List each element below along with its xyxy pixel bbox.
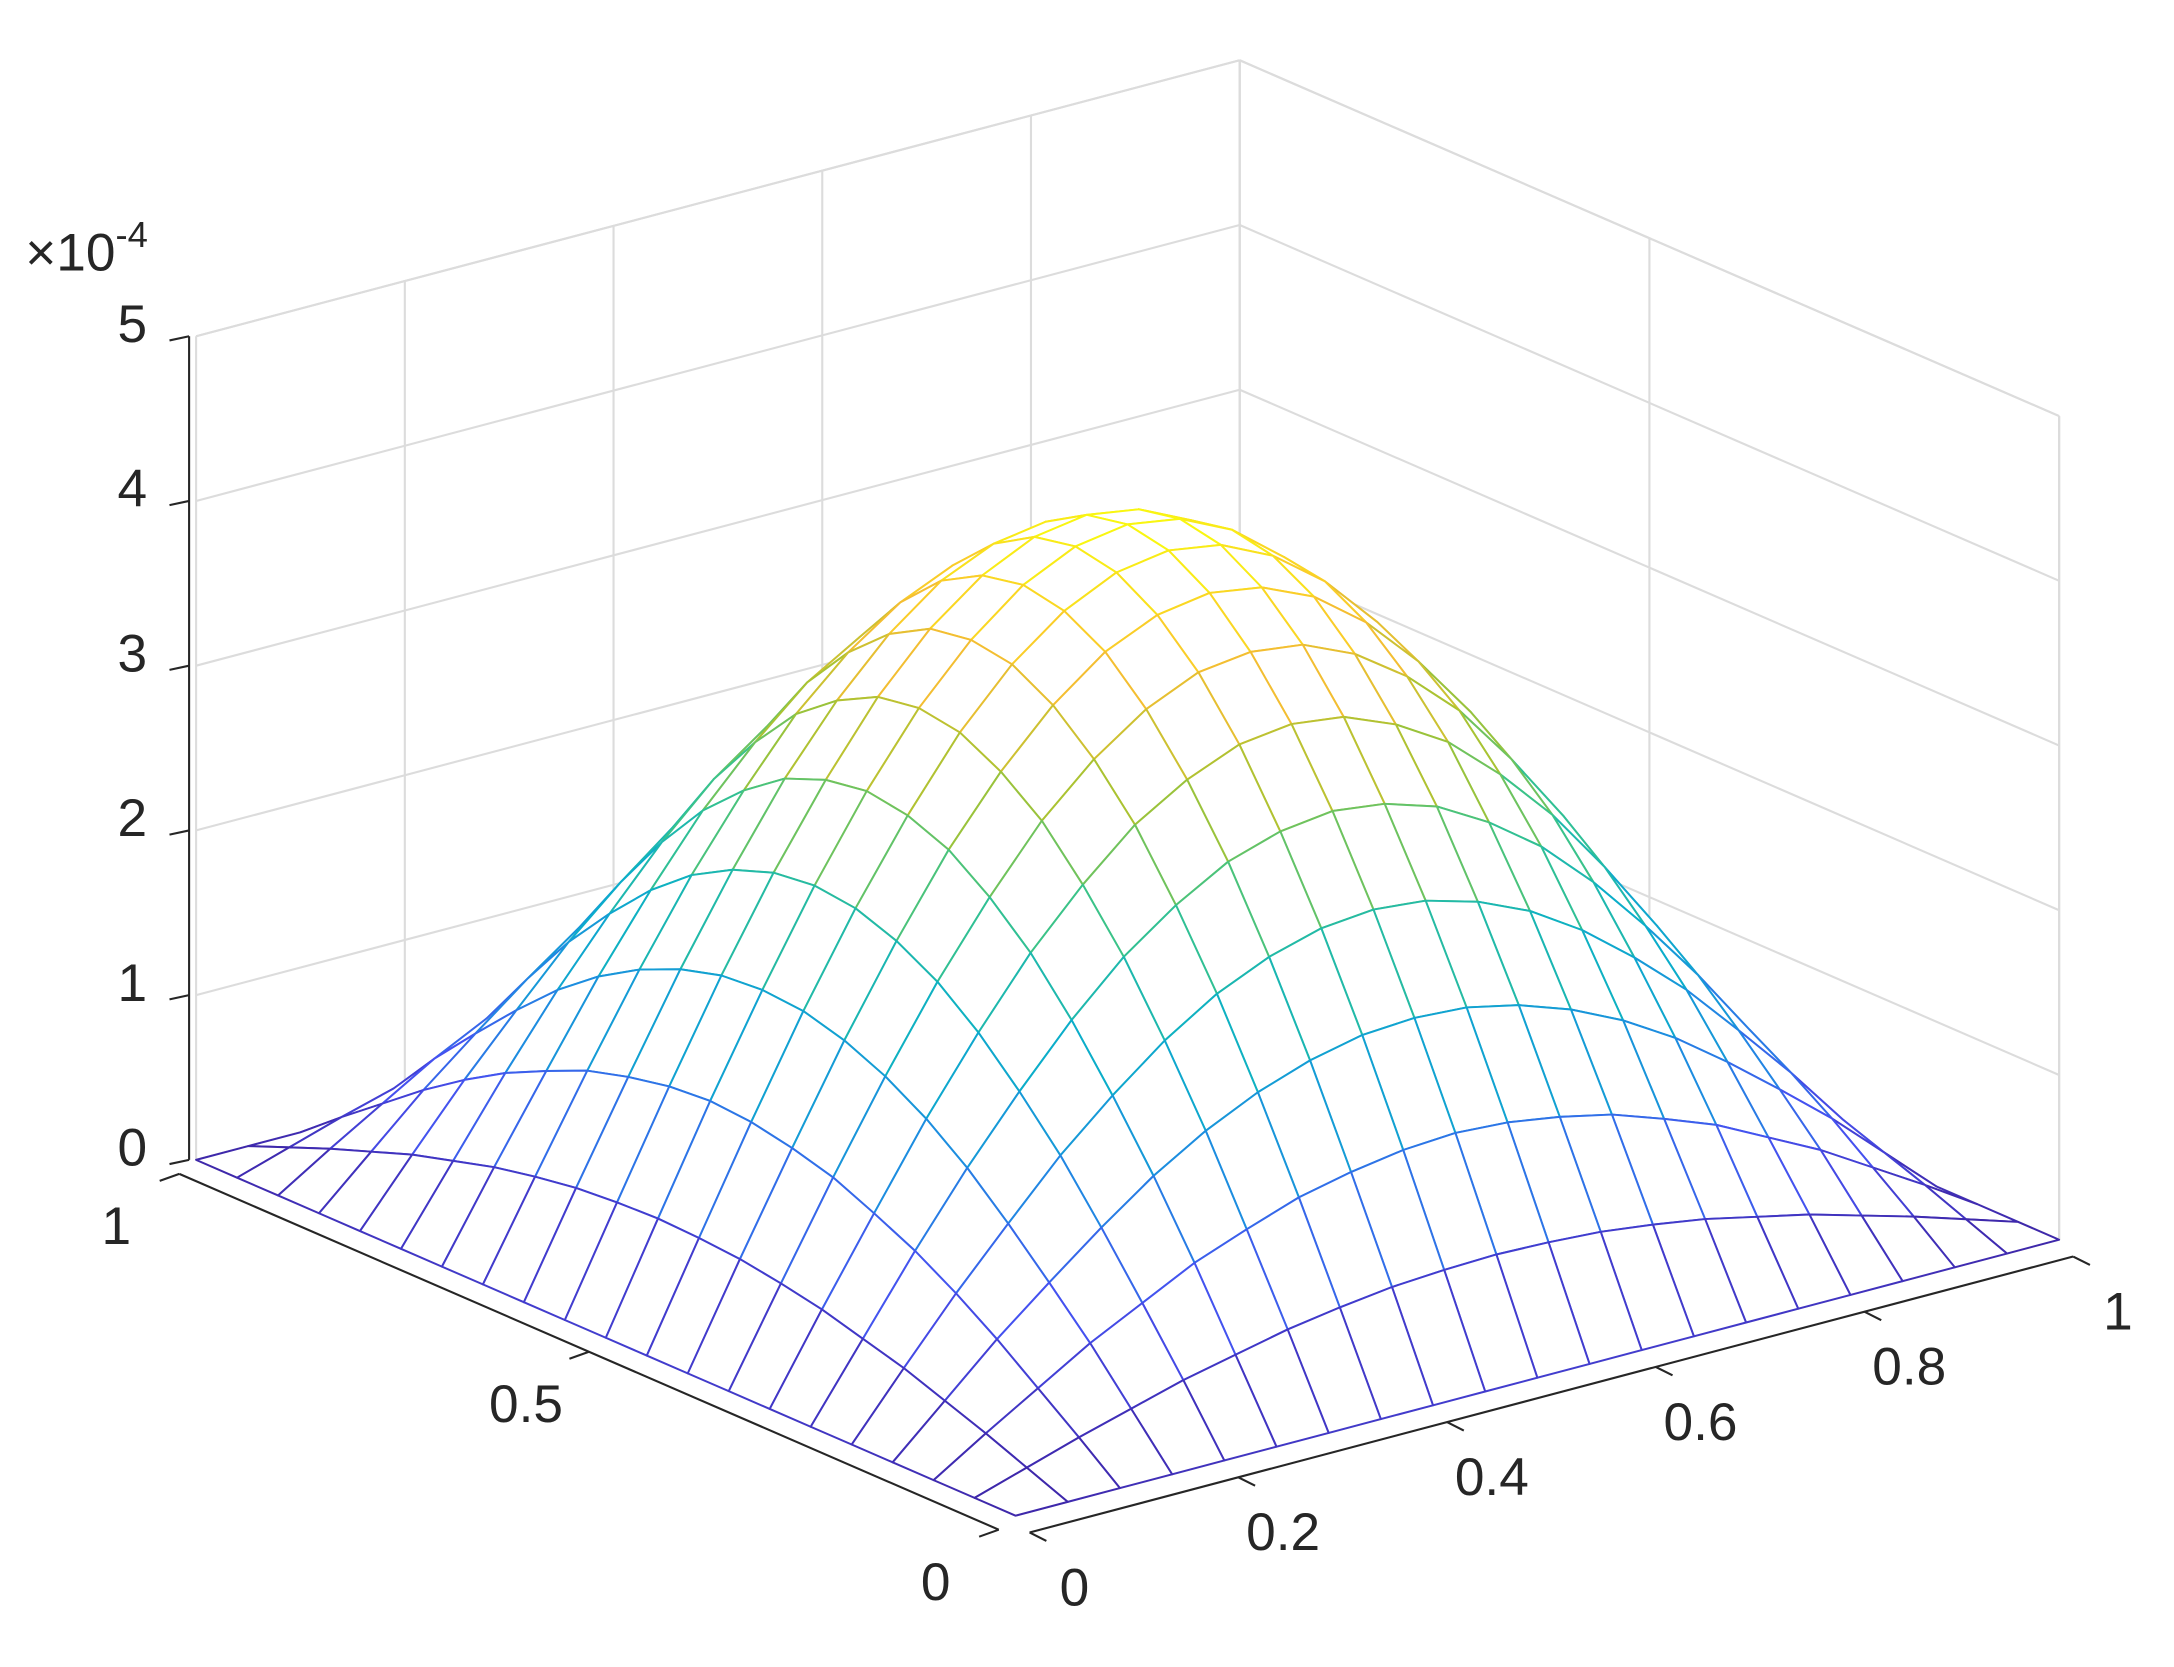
z-tick-label: 2	[117, 789, 147, 848]
z-tick	[169, 994, 190, 1001]
z-tick	[169, 829, 190, 836]
z-multiplier: ×10-4	[25, 213, 148, 282]
z-tick-label: 3	[117, 624, 147, 683]
y-tick-label: 0	[921, 1553, 951, 1612]
x-tick	[1863, 1310, 1882, 1322]
x-tick-label: 0.4	[1455, 1448, 1529, 1507]
z-tick	[169, 335, 190, 342]
grid-line	[195, 59, 1240, 338]
y-tick-label: 1	[101, 1197, 131, 1256]
y-tick	[978, 1528, 1000, 1538]
z-tick	[169, 1158, 190, 1166]
x-tick	[1446, 1421, 1465, 1432]
z-tick-label: 1	[117, 954, 147, 1013]
x-axis	[1029, 1255, 2074, 1534]
mesh-cell	[973, 1466, 1069, 1517]
x-tick	[1655, 1365, 1673, 1377]
z-multiplier-exponent: -4	[115, 213, 147, 254]
x-tick-label: 0.8	[1872, 1338, 1946, 1397]
x-tick-label: 1	[2103, 1282, 2133, 1341]
x-tick	[1029, 1531, 1047, 1542]
grid-line	[195, 223, 1240, 502]
z-tick	[169, 499, 190, 507]
z-tick-label: 5	[117, 295, 147, 354]
x-tick	[1237, 1476, 1256, 1487]
z-tick	[169, 664, 190, 671]
x-tick-label: 0	[1060, 1558, 1090, 1617]
z-tick-label: 0	[117, 1119, 147, 1178]
grid-line	[195, 388, 1240, 667]
x-tick-label: 0.2	[1246, 1503, 1320, 1562]
y-tick	[159, 1172, 180, 1182]
x-tick-label: 0.6	[1664, 1393, 1738, 1452]
y-tick	[569, 1350, 590, 1360]
y-tick-label: 0.5	[489, 1375, 563, 1434]
z-multiplier-base: ×10	[25, 223, 115, 282]
x-tick	[2072, 1255, 2091, 1266]
z-tick-label: 4	[117, 460, 147, 519]
